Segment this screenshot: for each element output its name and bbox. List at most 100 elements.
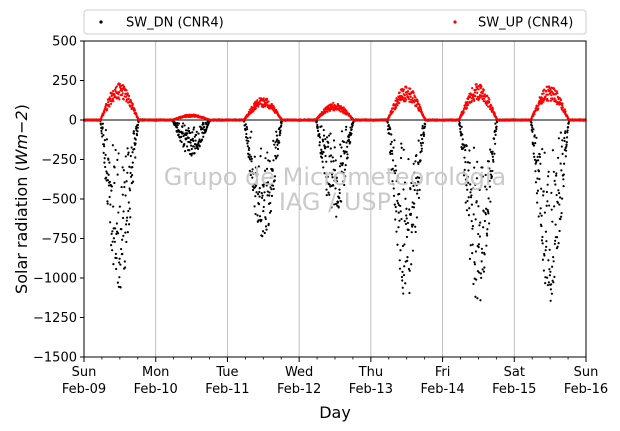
- sw-dn-point: [261, 194, 264, 197]
- sw-dn-point: [464, 178, 468, 181]
- sw-dn-point: [464, 161, 467, 164]
- sw-dn-point: [489, 148, 492, 151]
- sw-dn-point: [334, 202, 338, 206]
- sw-dn-point: [325, 188, 328, 191]
- sw-dn-point: [491, 169, 494, 173]
- sw-dn-point: [540, 187, 543, 190]
- sw-dn-point: [564, 130, 567, 133]
- sw-dn-point: [484, 173, 487, 177]
- sw-up-point: [479, 96, 482, 99]
- sw-up-point: [466, 100, 469, 104]
- sw-dn-point: [547, 175, 550, 178]
- sw-up-point: [484, 95, 487, 98]
- sw-dn-point: [116, 230, 119, 233]
- sw-up-point: [342, 106, 345, 109]
- sw-dn-point: [194, 133, 198, 137]
- sw-dn-point: [466, 188, 469, 191]
- sw-dn-point: [132, 130, 135, 133]
- sw-dn-point: [468, 161, 471, 164]
- sw-dn-point: [103, 145, 106, 148]
- sw-dn-point: [556, 236, 559, 239]
- sw-dn-point: [473, 261, 476, 264]
- sw-up-point: [124, 92, 127, 95]
- sw-up-point: [470, 99, 474, 103]
- sw-dn-point: [323, 172, 326, 175]
- sw-dn-point: [255, 178, 259, 182]
- sw-dn-point: [108, 161, 111, 164]
- sw-up-point: [412, 91, 415, 94]
- sw-dn-point: [485, 244, 488, 247]
- sw-up-point: [561, 106, 564, 109]
- sw-dn-point: [532, 144, 536, 147]
- sw-dn-point: [247, 140, 250, 143]
- sw-dn-point: [494, 130, 497, 133]
- sw-up-point: [476, 91, 479, 94]
- sw-up-point: [483, 93, 486, 96]
- sw-dn-point: [561, 197, 564, 200]
- sw-dn-point: [193, 135, 196, 138]
- sw-dn-point: [272, 187, 275, 191]
- sw-dn-point: [411, 249, 415, 252]
- sw-dn-point: [557, 241, 560, 245]
- sw-dn-point: [553, 179, 556, 183]
- sw-dn-point: [415, 154, 418, 157]
- sw-dn-point: [134, 127, 138, 130]
- sw-dn-point: [563, 131, 567, 135]
- y-tick-label: −750: [41, 232, 77, 247]
- sw-up-point: [112, 89, 115, 93]
- sw-dn-point: [413, 202, 416, 205]
- sw-dn-point: [335, 176, 338, 179]
- sw-dn-point: [541, 235, 544, 239]
- sw-dn-point: [423, 125, 426, 128]
- sw-dn-point: [403, 220, 406, 223]
- watermark-line-2: IAG / USP: [279, 188, 391, 216]
- sw-dn-point: [392, 194, 396, 197]
- sw-dn-point: [344, 175, 347, 178]
- y-axis: 500 250 0 −250 −500 −750 −1000 −1250 −1500: [33, 35, 84, 366]
- sw-dn-point: [321, 160, 324, 163]
- sw-dn-point: [407, 267, 411, 271]
- sw-dn-point: [340, 200, 343, 203]
- sw-dn-point: [482, 270, 486, 273]
- sw-dn-point: [115, 222, 118, 225]
- sw-dn-point: [415, 184, 418, 187]
- sw-dn-point: [125, 180, 128, 183]
- sw-dn-point: [547, 281, 551, 284]
- sw-up-point: [537, 104, 540, 107]
- sw-dn-point: [106, 202, 109, 205]
- sw-dn-point: [396, 174, 399, 177]
- sw-dn-point: [328, 171, 332, 175]
- sw-dn-point: [413, 182, 417, 185]
- sw-dn-point: [126, 153, 130, 156]
- sw-dn-point: [552, 256, 555, 259]
- sw-dn-point: [566, 126, 570, 129]
- sw-dn-point: [558, 229, 561, 233]
- legend-marker-sw-dn: [99, 20, 103, 24]
- sw-dn-point: [389, 152, 392, 156]
- sw-dn-point: [540, 239, 544, 242]
- sw-dn-point: [475, 278, 478, 281]
- sw-dn-point: [390, 133, 393, 136]
- sw-dn-point: [124, 155, 127, 158]
- sw-dn-point: [420, 147, 423, 150]
- sw-dn-point: [346, 153, 349, 156]
- sw-dn-point: [326, 175, 329, 178]
- sw-dn-point: [542, 190, 545, 193]
- sw-up-point: [265, 97, 269, 100]
- y-tick-label: 0: [69, 114, 77, 129]
- sw-dn-point: [265, 228, 268, 231]
- sw-dn-point: [469, 191, 472, 194]
- sw-dn-point: [470, 194, 473, 197]
- sw-dn-point: [327, 191, 330, 194]
- sw-up-point: [409, 95, 412, 98]
- sw-dn-point: [401, 270, 404, 273]
- sw-up-point: [340, 107, 344, 110]
- sw-up-point: [481, 97, 484, 101]
- sw-up-point: [256, 99, 259, 102]
- sw-dn-point: [534, 142, 537, 145]
- sw-dn-point: [400, 275, 404, 279]
- sw-dn-point: [479, 173, 482, 177]
- sw-up-point: [549, 99, 552, 102]
- y-axis-label-exponent: −2: [12, 110, 31, 134]
- sw-dn-point: [391, 180, 394, 183]
